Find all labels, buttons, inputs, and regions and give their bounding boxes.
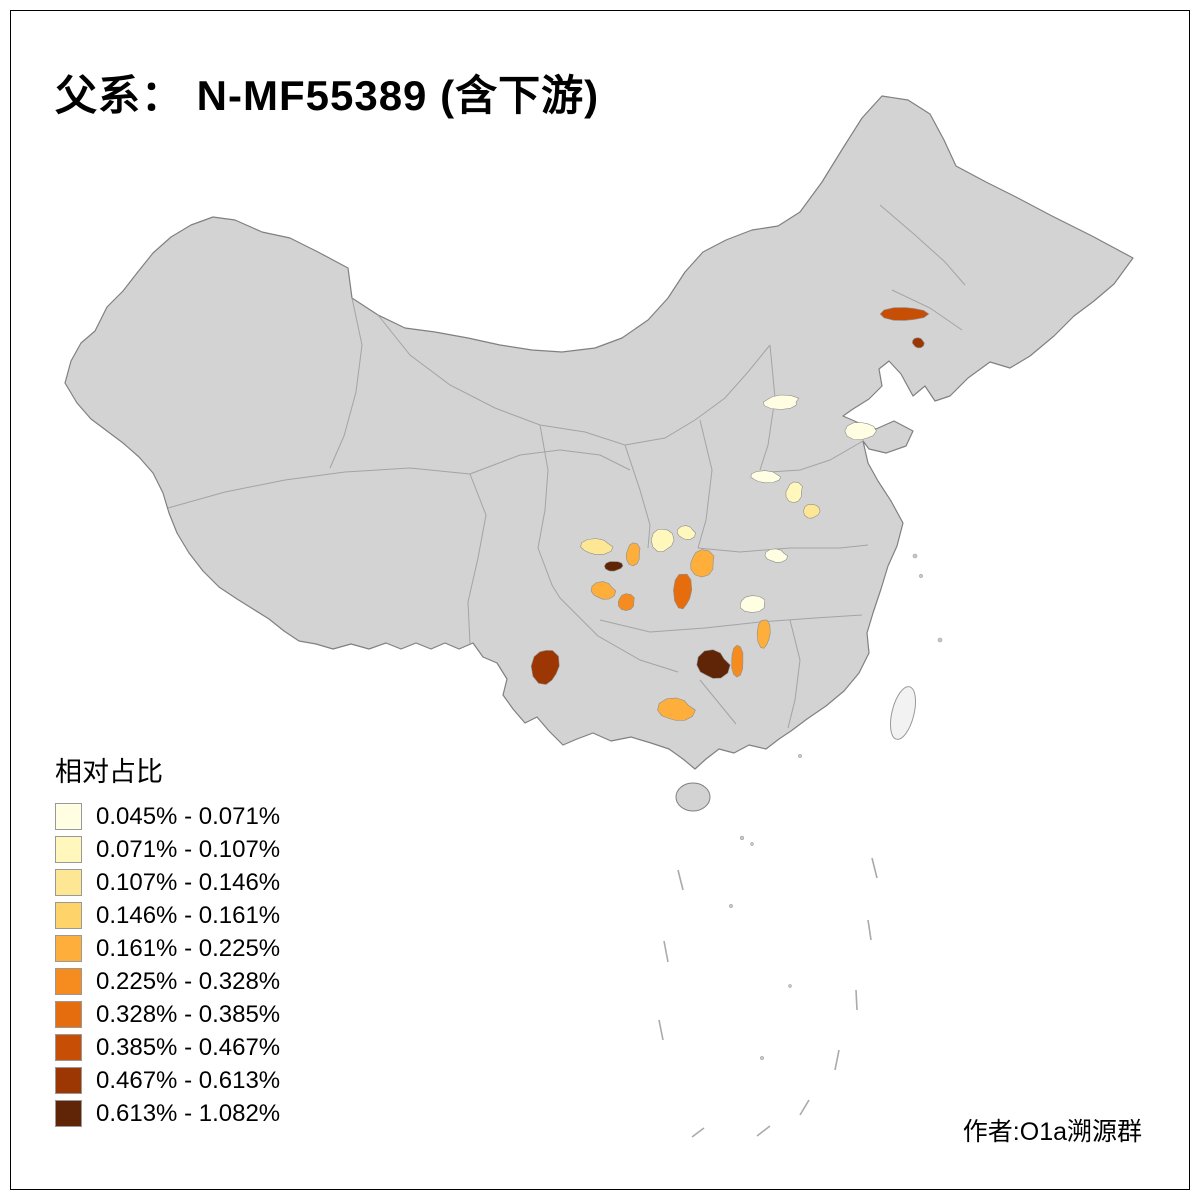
region-hunan-pale [739,595,766,613]
region-shandong-pale [844,422,877,441]
legend-row: 0.071% - 0.107% [55,836,280,863]
region-sichuan-dark-dot [604,561,624,572]
legend-swatch [55,803,82,830]
legend-label: 0.107% - 0.146% [96,869,281,896]
legend-row: 0.385% - 0.467% [55,1034,280,1061]
legend-rows: 0.045% - 0.071% 0.071% - 0.107% 0.107% - 0… [55,803,280,1127]
legend-row: 0.045% - 0.071% [55,803,280,830]
legend-row: 0.161% - 0.225% [55,935,280,962]
legend-row: 0.613% - 1.082% [55,1100,280,1127]
region-guizhou-darkest [696,649,731,679]
legend-swatch [55,935,82,962]
region-henan-south [803,504,821,519]
legend: 相对占比 0.045% - 0.071% 0.071% - 0.107% 0.107… [55,750,280,1133]
region-northeast-strip [879,307,930,321]
region-yunnan-dark [530,650,560,685]
region-hunan-strip-orange [756,619,771,649]
legend-label: 0.161% - 0.225% [96,935,281,962]
legend-swatch [55,1067,82,1094]
region-chengdu-orange-a [590,581,617,600]
legend-label: 0.467% - 0.613% [96,1067,281,1094]
region-hebei-pale [763,394,800,410]
region-guangxi-orange [657,697,696,721]
taiwan-island [889,686,917,740]
region-chongqing-strip [673,573,693,610]
legend-title: 相对占比 [55,757,163,787]
region-northeast-small [912,337,925,349]
legend-label: 0.385% - 0.467% [96,1034,281,1061]
region-shaanxi-mid-orange [625,542,641,567]
legend-row: 0.467% - 0.613% [55,1067,280,1094]
region-shaanxi-light [650,529,675,553]
legend-swatch [55,1001,82,1028]
legend-swatch [55,836,82,863]
legend-label: 0.146% - 0.161% [96,902,281,929]
legend-label: 0.071% - 0.107% [96,836,281,863]
region-hubei-pale [764,548,789,563]
legend-swatch [55,869,82,896]
region-guizhou-strip [731,644,744,678]
author-credit: 作者:O1a溯源群 [962,1118,1142,1146]
legend-swatch [55,1034,82,1061]
china-mainland [64,95,1134,770]
highlighted-regions [530,307,930,721]
legend-swatch [55,968,82,995]
coastal-islets [729,553,943,1060]
hainan-island [675,782,711,812]
legend-row: 0.328% - 0.385% [55,1001,280,1028]
region-shaanxi-pale [676,525,696,540]
legend-row: 0.107% - 0.146% [55,869,280,896]
region-chengdu-orange-b [617,593,635,611]
legend-swatch [55,902,82,929]
legend-swatch [55,1100,82,1127]
legend-label: 0.613% - 1.082% [96,1100,281,1127]
region-henan-central [785,481,803,504]
nine-dash-line [658,857,878,1138]
legend-label: 0.225% - 0.328% [96,968,281,995]
region-henan-west-pale [750,470,782,484]
region-shaanxi-west [580,538,614,556]
province-borders [167,204,966,729]
region-shaanxi-east-orange [690,549,715,578]
legend-row: 0.146% - 0.161% [55,902,280,929]
legend-label: 0.045% - 0.071% [96,803,281,830]
legend-label: 0.328% - 0.385% [96,1001,281,1028]
page-title: 父系： N-MF55389 (含下游) [55,72,600,119]
legend-row: 0.225% - 0.328% [55,968,280,995]
